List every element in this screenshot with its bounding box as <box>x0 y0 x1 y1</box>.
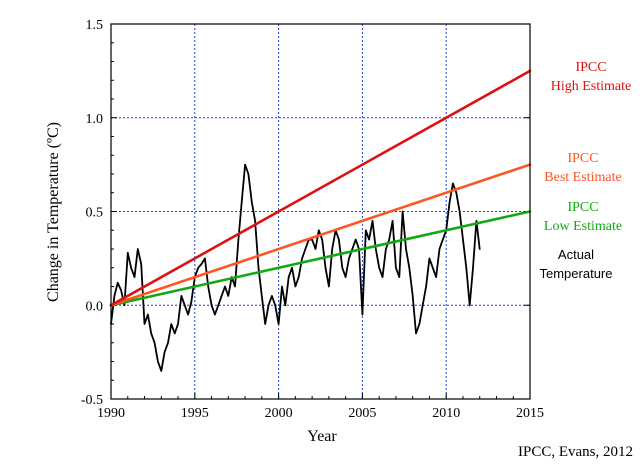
series-annotations: IPCC High Estimate IPCC Best Estimate IPCC Lo… <box>540 60 632 281</box>
x-tick-label: 2015 <box>516 406 544 421</box>
series-line-actual <box>110 163 481 372</box>
y-tick-label: 0.0 <box>86 299 104 314</box>
series-label-actual: Actual <box>558 247 594 262</box>
series-label-low: Low Estimate <box>544 219 622 234</box>
x-tick-label: 2010 <box>432 406 460 421</box>
tick-labels: 1990 1995 2000 2005 2010 2015 -0.5 0.0 0.5 1.0 1.5 <box>81 18 544 421</box>
series-label-best: IPCC <box>567 151 598 166</box>
y-tick-label: 1.5 <box>86 18 104 33</box>
series-label-best: Best Estimate <box>544 170 621 185</box>
x-tick-label: 2005 <box>348 406 376 421</box>
x-tick-label: 2000 <box>265 406 293 421</box>
x-tick-label: 1990 <box>97 406 125 421</box>
y-axis-label: Change in Temperature (ºC) <box>45 122 62 302</box>
plot-frame <box>110 23 531 400</box>
series-label-low: IPCC <box>567 200 598 215</box>
source-credit: IPCC, Evans, 2012 <box>518 444 633 460</box>
x-axis-label: Year <box>307 428 337 445</box>
y-tick-label: 0.5 <box>86 206 104 221</box>
series-label-high: IPCC <box>575 60 606 75</box>
x-tick-label: 1995 <box>181 406 209 421</box>
series-line-low <box>109 210 532 307</box>
y-tick-label: -0.5 <box>81 393 103 408</box>
series-line-high <box>109 69 532 307</box>
y-tick-label: 1.0 <box>86 112 104 127</box>
series-line-best <box>109 163 532 307</box>
series-label-high: High Estimate <box>551 79 632 94</box>
plot-area <box>109 69 532 372</box>
series-label-actual: Temperature <box>540 266 613 281</box>
